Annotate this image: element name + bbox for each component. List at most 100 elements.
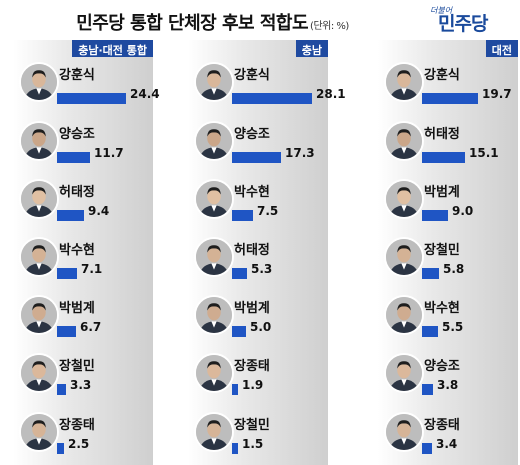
value-label: 1.5 [242, 437, 264, 451]
value-label: 11.7 [94, 146, 124, 160]
chart-title: 민주당 통합 단체장 후보 적합도 (단위: %) [0, 9, 425, 35]
value-label: 3.8 [437, 378, 459, 392]
candidate-photo [194, 121, 234, 161]
unit-label: (단위: %) [310, 21, 349, 32]
candidate-photo [384, 121, 424, 161]
value-label: 24.4 [130, 87, 160, 101]
candidate-name: 양승조 [59, 127, 95, 142]
candidate-row: 장철민 5.8 [378, 237, 518, 296]
candidate-name: 양승조 [424, 359, 460, 374]
value-label: 7.1 [81, 262, 103, 276]
candidate-row: 장종태 2.5 [13, 412, 153, 465]
candidate-row: 허태정 5.3 [188, 237, 328, 296]
value-bar [232, 384, 238, 395]
value-label: 7.5 [257, 204, 279, 218]
candidate-photo [194, 353, 234, 393]
value-label: 5.5 [442, 320, 464, 334]
party-logo: 더불어 민주당 [430, 5, 510, 35]
candidate-row: 박수현 5.5 [378, 295, 518, 354]
value-label: 5.8 [443, 262, 465, 276]
candidate-photo [384, 353, 424, 393]
candidate-name: 장종태 [234, 359, 270, 374]
value-bar [57, 93, 126, 104]
candidate-photo [19, 121, 59, 161]
candidate-photo [19, 179, 59, 219]
value-bar [57, 268, 77, 279]
candidate-row: 허태정 15.1 [378, 121, 518, 180]
candidate-photo [384, 295, 424, 335]
value-bar [422, 268, 439, 279]
candidate-photo [19, 62, 59, 102]
candidate-row: 강훈식 19.7 [378, 62, 518, 121]
candidate-row: 박범계 6.7 [13, 295, 153, 354]
candidate-row: 장종태 1.9 [188, 353, 328, 412]
candidate-row: 강훈식 28.1 [188, 62, 346, 121]
candidate-name: 허태정 [424, 127, 460, 142]
candidate-name: 박범계 [424, 185, 460, 200]
candidate-photo [384, 412, 424, 452]
candidate-row: 장철민 1.5 [188, 412, 328, 465]
candidate-photo [19, 295, 59, 335]
panel-title: 충남 [295, 40, 328, 57]
candidate-name: 장철민 [59, 359, 95, 374]
value-label: 5.0 [250, 320, 272, 334]
candidate-name: 박범계 [59, 301, 95, 316]
candidate-name: 장종태 [424, 418, 460, 433]
value-label: 3.3 [70, 378, 92, 392]
candidate-photo [194, 179, 234, 219]
candidate-photo [194, 237, 234, 277]
value-label: 9.0 [452, 204, 474, 218]
candidate-row: 장종태 3.4 [378, 412, 518, 465]
candidate-row: 양승조 11.7 [13, 121, 153, 180]
candidate-photo [194, 412, 234, 452]
candidate-row: 박수현 7.5 [188, 179, 328, 238]
chart-title-text: 민주당 통합 단체장 후보 적합도 [76, 13, 309, 34]
title-row: 민주당 통합 단체장 후보 적합도 (단위: %) 더불어 민주당 [0, 0, 520, 38]
value-label: 19.7 [482, 87, 512, 101]
candidate-name: 장종태 [59, 418, 95, 433]
value-bar [422, 384, 433, 395]
candidate-photo [194, 62, 234, 102]
candidate-row: 장철민 3.3 [13, 353, 153, 412]
candidate-name: 강훈식 [59, 68, 95, 83]
value-label: 17.3 [285, 146, 315, 160]
value-label: 9.4 [88, 204, 110, 218]
value-bar [232, 152, 281, 163]
panel-title: 충남·대전 통합 [72, 40, 153, 57]
candidate-row: 박범계 9.0 [378, 179, 518, 238]
value-bar [57, 443, 64, 454]
candidate-photo [19, 353, 59, 393]
candidate-name: 양승조 [234, 127, 270, 142]
panel-title: 대전 [485, 40, 518, 57]
value-bar [232, 268, 247, 279]
value-label: 28.1 [316, 87, 346, 101]
candidate-photo [384, 179, 424, 219]
candidate-row: 양승조 17.3 [188, 121, 328, 180]
candidate-row: 양승조 3.8 [378, 353, 518, 412]
candidate-photo [19, 412, 59, 452]
candidate-photo [194, 295, 234, 335]
candidate-row: 박수현 7.1 [13, 237, 153, 296]
value-bar [232, 443, 238, 454]
value-bar [57, 384, 66, 395]
candidate-photo [19, 237, 59, 277]
candidate-name: 박수현 [59, 243, 95, 258]
value-bar [422, 210, 448, 221]
value-bar [422, 326, 438, 337]
candidate-name: 박수현 [424, 301, 460, 316]
value-label: 5.3 [251, 262, 273, 276]
value-bar [57, 210, 84, 221]
logo-small-text: 더불어 [430, 6, 453, 15]
candidate-name: 박수현 [234, 185, 270, 200]
value-bar [232, 210, 253, 221]
value-label: 3.4 [436, 437, 458, 451]
candidate-name: 박범계 [234, 301, 270, 316]
candidate-name: 장철민 [234, 418, 270, 433]
value-label: 6.7 [80, 320, 102, 334]
candidate-row: 허태정 9.4 [13, 179, 153, 238]
value-bar [422, 93, 478, 104]
candidate-name: 강훈식 [234, 68, 270, 83]
